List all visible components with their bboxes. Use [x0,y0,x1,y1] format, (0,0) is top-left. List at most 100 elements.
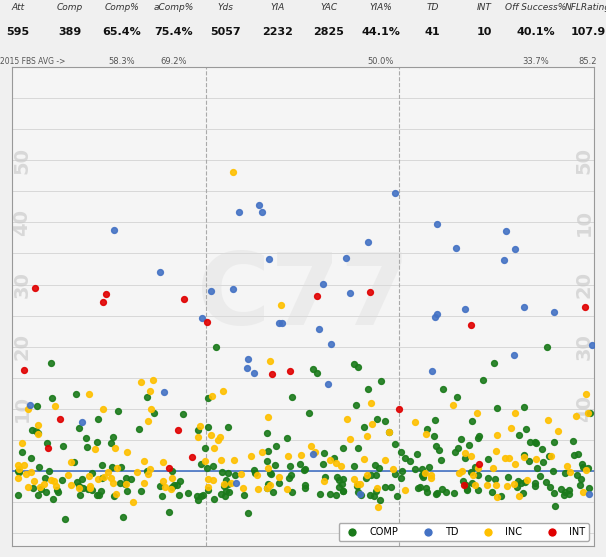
Point [351,401,361,410]
Text: 2015 FBS AVG ->: 2015 FBS AVG -> [0,57,65,66]
Point [376,377,386,385]
Point [218,387,228,395]
Point [69,458,79,467]
Point [25,400,35,409]
Point [320,472,330,481]
Point [327,340,336,349]
Point [306,441,316,450]
Point [380,417,390,426]
Text: 10: 10 [476,27,492,37]
Point [268,487,278,496]
Point [247,452,256,461]
Point [353,443,363,452]
Point [499,255,509,264]
Point [49,477,59,486]
Point [310,447,320,456]
Point [575,480,585,489]
Point [364,384,373,393]
Point [312,292,322,301]
Point [573,471,582,480]
Point [576,475,585,483]
Point [462,485,472,494]
Text: TD: TD [426,3,439,12]
Point [315,325,324,334]
Text: 41: 41 [425,27,441,37]
Text: aComp%: aComp% [153,3,194,12]
Point [478,376,488,385]
Point [341,254,350,263]
Point [253,485,263,494]
Point [271,441,281,450]
Point [221,476,230,485]
Point [221,487,231,496]
Point [396,448,406,457]
Text: 85.2: 85.2 [579,57,597,66]
Point [426,471,436,480]
Point [193,426,203,434]
Point [98,297,108,306]
Point [542,343,551,351]
Point [239,490,249,499]
Point [509,351,519,360]
Point [308,365,318,374]
Point [21,470,30,478]
Point [422,487,431,496]
Point [78,483,88,492]
Text: YIA%: YIA% [369,3,392,12]
Point [514,492,524,501]
Point [219,480,229,488]
Point [203,486,213,495]
Point [263,413,273,422]
Point [78,417,87,426]
Point [319,449,329,458]
Point [193,496,203,505]
Point [84,472,93,481]
Point [351,482,361,491]
Point [24,405,33,414]
Point [489,359,499,368]
Legend: COMP, TD, INC, INT: COMP, TD, INC, INT [339,523,589,541]
Point [424,462,434,471]
Point [209,494,219,503]
Point [427,367,437,375]
Point [413,449,422,458]
Point [295,460,305,468]
Point [217,467,227,476]
Point [464,440,473,449]
Point [226,478,236,487]
Point [516,478,526,487]
Point [569,450,579,459]
Point [544,415,553,424]
Point [159,388,168,397]
Point [238,483,248,492]
Point [58,475,67,484]
Point [110,444,120,453]
Point [437,484,447,493]
Point [99,473,109,482]
Point [66,481,76,490]
Point [35,482,45,491]
Point [419,469,429,478]
Point [26,467,36,476]
Point [473,434,483,443]
Point [366,398,376,407]
Point [296,451,306,460]
Point [15,467,24,476]
Point [96,486,105,495]
Point [98,461,107,470]
Point [568,437,578,446]
Point [270,461,280,470]
Point [287,392,297,401]
Point [19,461,29,470]
Point [381,456,390,465]
Point [466,320,476,329]
Point [250,466,259,475]
Point [553,426,563,435]
Point [396,474,405,483]
Point [488,464,498,473]
Point [359,455,369,463]
Point [531,455,541,463]
Point [312,368,322,377]
Point [473,486,483,495]
Point [143,470,153,478]
